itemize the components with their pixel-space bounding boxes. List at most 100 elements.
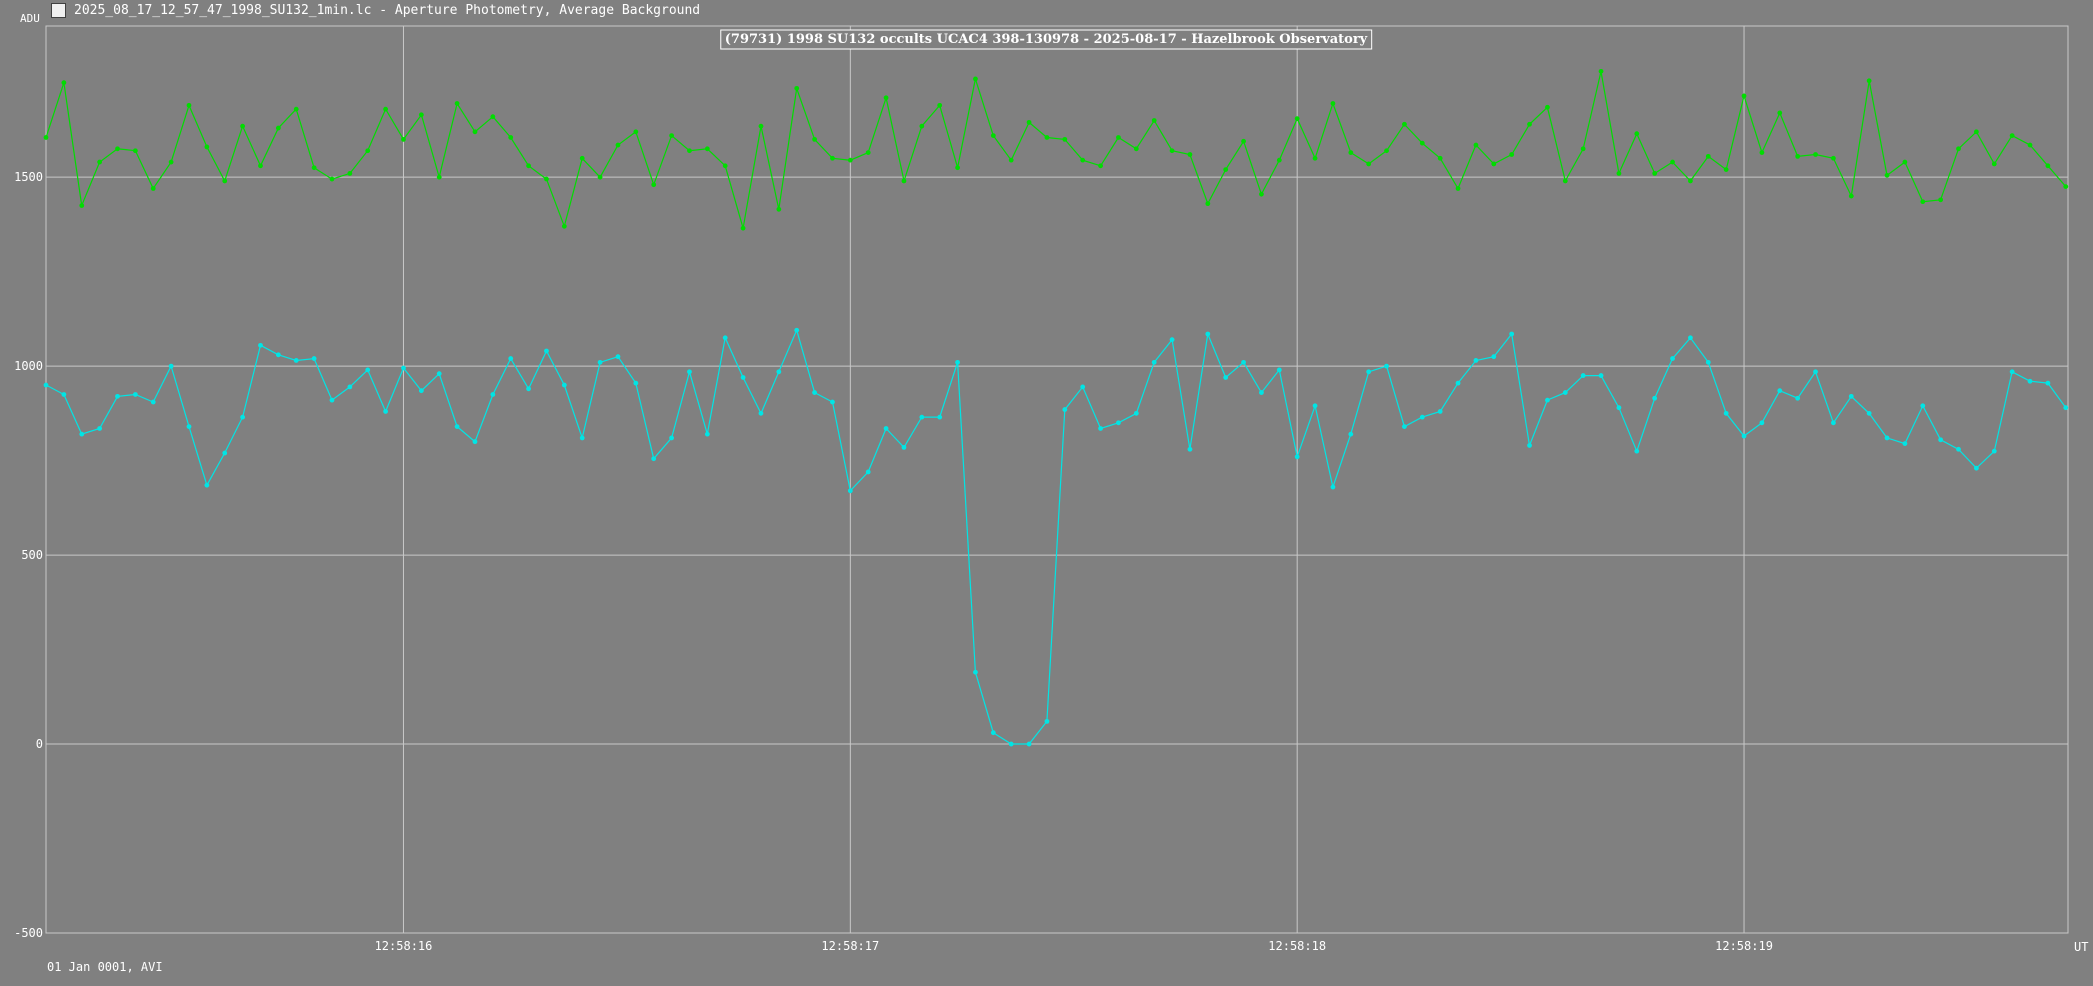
target-star-point <box>990 730 996 736</box>
comparison-star-point <box>1276 157 1282 163</box>
plot-frame <box>45 25 2069 934</box>
target-star-point <box>1008 741 1014 747</box>
target-star-point <box>1777 388 1783 394</box>
target-star-point <box>597 359 603 365</box>
comparison-star-point <box>669 133 674 138</box>
comparison-star-point <box>1241 138 1246 144</box>
target-star-line <box>45 328 2067 745</box>
comparison-star-point <box>1133 146 1139 152</box>
comparison-star-point <box>1169 148 1175 154</box>
comparison-star-point <box>2009 133 2015 138</box>
comparison-star-point <box>1884 172 1890 178</box>
target-star-point <box>740 375 746 380</box>
target-star-point <box>1723 410 1729 416</box>
target-star-point <box>168 363 174 369</box>
target-star-point <box>1991 448 1997 454</box>
comparison-star-point <box>955 165 960 171</box>
target-star-point <box>1312 403 1318 409</box>
comparison-star-point <box>472 129 478 135</box>
comparison-star-point <box>1062 136 1068 142</box>
comparison-star-point <box>293 106 299 112</box>
comparison-star-point <box>311 165 317 171</box>
target-star-point <box>1241 359 1246 365</box>
comparison-star-point <box>1330 101 1336 106</box>
x-tick-label: 12:58:18 <box>1268 939 1326 953</box>
target-star-point <box>1973 465 1979 471</box>
target-star-point <box>1491 354 1497 360</box>
comparison-star-point <box>1044 135 1050 140</box>
target-star-point <box>1151 359 1157 365</box>
comparison-star-point <box>2027 142 2033 148</box>
target-star-point <box>1116 420 1121 426</box>
comparison-star-point <box>1545 104 1550 110</box>
target-star-point <box>544 348 549 354</box>
comparison-star-point <box>2063 184 2069 190</box>
y-axis-label: ADU <box>20 12 40 25</box>
comparison-star-point <box>1562 178 1568 184</box>
target-star-point <box>1562 390 1568 395</box>
comparison-star-point <box>168 159 174 165</box>
target-star-point <box>1098 426 1103 431</box>
comparison-star-point <box>240 123 246 129</box>
comparison-star-point <box>1294 116 1300 121</box>
target-star-point <box>293 358 299 363</box>
comparison-star-point <box>1348 150 1354 156</box>
comparison-star-point <box>865 150 871 156</box>
comparison-star-point <box>1598 68 1604 74</box>
comparison-star-point <box>1402 121 1407 127</box>
comparison-star-point <box>222 178 228 184</box>
target-star-point <box>1759 420 1765 426</box>
comparison-star-point <box>1831 155 1836 161</box>
comparison-star-point <box>794 85 800 91</box>
title-bar: 2025_08_17_12_57_47_1998_SU132_1min.lc -… <box>0 0 2093 22</box>
comparison-star-point <box>275 125 281 131</box>
target-star-point <box>758 410 764 416</box>
target-star-point <box>61 392 67 397</box>
comparison-star-point <box>937 102 943 108</box>
target-star-point <box>722 335 728 341</box>
comparison-star-point <box>651 182 657 188</box>
comparison-star-point <box>329 176 335 182</box>
target-star-point <box>1652 395 1658 401</box>
target-star-point <box>436 371 442 377</box>
comparison-star-point <box>508 135 514 140</box>
target-star-point <box>1616 405 1622 411</box>
comparison-star-point <box>633 129 639 135</box>
comparison-star-point <box>1473 142 1479 148</box>
y-tick-label: 1000 <box>14 359 43 373</box>
comparison-star-point <box>1938 197 1944 203</box>
comparison-star-point <box>1973 129 1979 135</box>
comparison-star-point <box>1634 131 1640 137</box>
comparison-star-point <box>1902 159 1908 165</box>
chart-title: (79731) 1998 SU132 occults UCAC4 398-130… <box>725 32 1368 47</box>
target-star-point <box>2027 378 2033 384</box>
target-star-point <box>275 352 281 358</box>
target-star-point <box>865 469 871 475</box>
comparison-star-point <box>401 136 406 142</box>
comparison-star-point <box>919 123 925 129</box>
target-star-point <box>1026 741 1032 747</box>
target-star-point <box>1705 359 1711 365</box>
target-star-point <box>2063 405 2069 411</box>
target-star-point <box>490 392 496 397</box>
chart-app-icon[interactable] <box>51 3 66 18</box>
target-star-point <box>1866 410 1872 416</box>
comparison-star-point <box>1777 110 1783 116</box>
comparison-star-point <box>1080 157 1086 163</box>
comparison-star-point <box>1312 155 1318 161</box>
target-star-point <box>1688 335 1693 341</box>
target-star-point <box>1402 424 1407 429</box>
comparison-star-point <box>1580 146 1586 152</box>
comparison-star-point <box>365 148 371 154</box>
target-star-point <box>1259 390 1264 395</box>
comparison-star-point <box>1509 152 1515 157</box>
comparison-star-point <box>1759 150 1765 156</box>
comparison-star-point <box>615 142 621 148</box>
target-star-point <box>651 456 657 462</box>
comparison-star-point <box>1920 199 1926 205</box>
comparison-star-point <box>1455 186 1461 191</box>
comparison-star-point <box>812 136 817 142</box>
comparison-star-point <box>43 135 49 140</box>
comparison-star-point <box>1187 152 1193 157</box>
target-star-point <box>1848 393 1854 399</box>
